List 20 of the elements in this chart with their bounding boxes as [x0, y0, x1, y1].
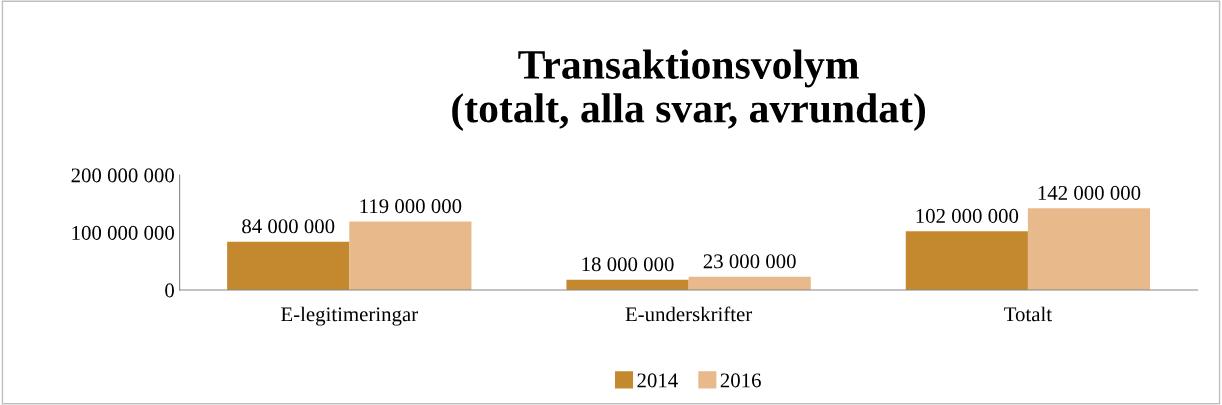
legend-label: 2016 [720, 373, 761, 388]
bar [1027, 208, 1151, 290]
y-tick-label: 200 000 000 [71, 168, 174, 183]
x-tick-label: Totalt [1004, 306, 1052, 322]
data-label: 18 000 000 [582, 257, 674, 272]
bar [905, 231, 1028, 290]
x-tick-label: E-underskrifter [625, 306, 753, 322]
bar [227, 241, 350, 290]
y-tick-label: 0 [165, 283, 174, 298]
data-label: 142 000 000 [1038, 185, 1141, 200]
legend-label: 2014 [637, 373, 678, 388]
chart-title: Transaktionsvolym (totalt, alla svar, avrundat) [452, 49, 926, 132]
bar [349, 221, 472, 290]
data-label: 23 000 000 [703, 254, 796, 269]
data-label: 102 000 000 [916, 208, 1019, 223]
data-label: 119 000 000 [360, 199, 462, 214]
x-tick-label: E-legitimeringar [281, 306, 418, 326]
bar [688, 276, 811, 290]
data-label: 84 000 000 [242, 219, 335, 234]
y-tick-label: 100 000 000 [72, 225, 174, 240]
